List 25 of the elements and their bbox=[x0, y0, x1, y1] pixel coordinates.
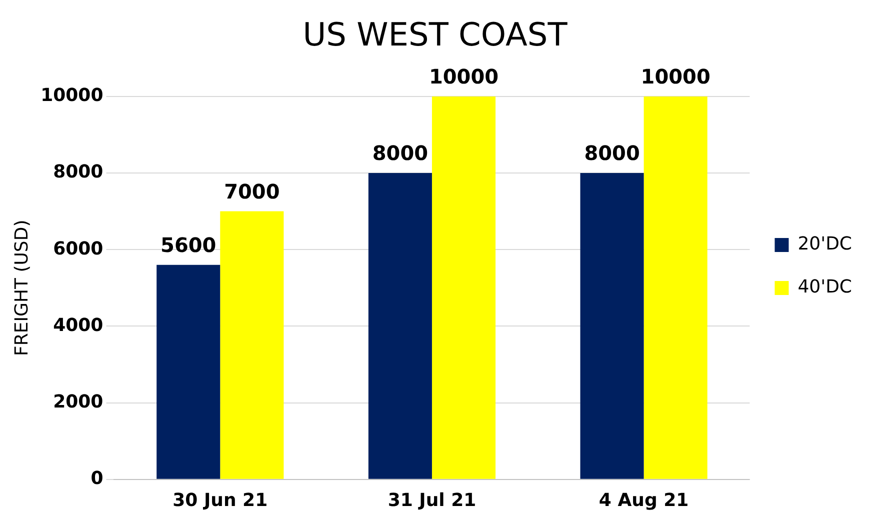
y-tick-label: 0 bbox=[90, 468, 104, 490]
bar bbox=[368, 173, 432, 479]
y-tick-label: 4000 bbox=[53, 314, 104, 336]
x-tick-label: 4 Aug 21 bbox=[598, 490, 689, 511]
y-axis-title: FREIGHT (USD) bbox=[11, 220, 32, 356]
y-tick-label: 8000 bbox=[53, 162, 104, 183]
y-tick-label: 10000 bbox=[40, 85, 104, 106]
data-label: 8000 bbox=[372, 141, 428, 166]
bar bbox=[156, 264, 220, 479]
data-label: 5600 bbox=[160, 233, 216, 258]
x-tick-label: 31 Jul 21 bbox=[388, 490, 476, 511]
data-label: 10000 bbox=[640, 64, 710, 89]
bar bbox=[580, 173, 644, 479]
data-label: 10000 bbox=[428, 64, 499, 89]
data-label: 7000 bbox=[224, 180, 280, 204]
legend-label: 40'DC bbox=[798, 276, 852, 298]
data-label: 8000 bbox=[584, 141, 640, 166]
y-tick-label: 6000 bbox=[53, 238, 104, 260]
bar bbox=[644, 96, 708, 479]
bar bbox=[220, 211, 284, 479]
chart-title: US WEST COAST bbox=[302, 16, 568, 54]
legend-label: 20'DC bbox=[798, 234, 852, 255]
x-tick-label: 30 Jun 21 bbox=[172, 490, 268, 511]
y-tick-label: 2000 bbox=[53, 391, 104, 412]
bar bbox=[432, 96, 496, 479]
